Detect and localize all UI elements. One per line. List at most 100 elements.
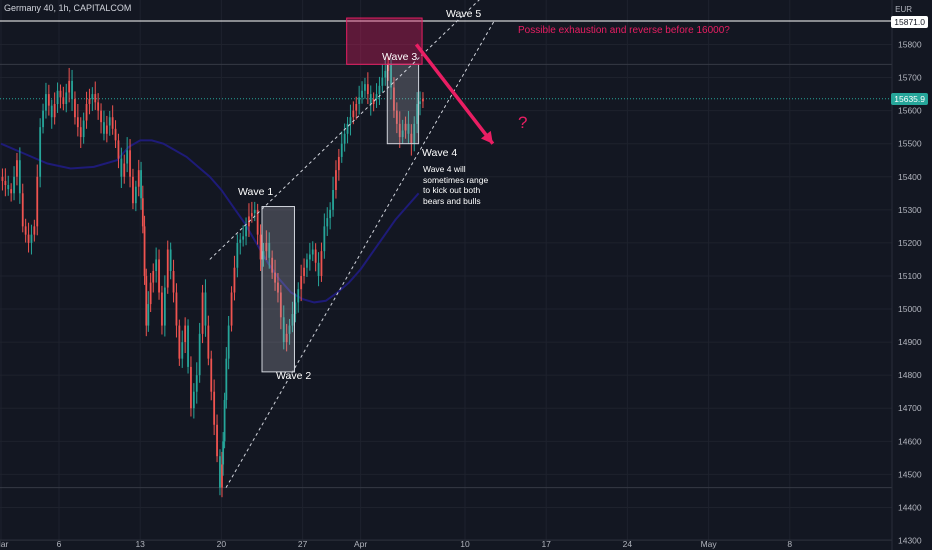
last-price-tag: 15635.9 — [891, 93, 928, 105]
candle-body — [59, 90, 62, 98]
candle-body — [219, 456, 221, 488]
candle-body — [335, 170, 337, 190]
candle-body — [192, 391, 195, 409]
candle-body — [129, 150, 131, 177]
candle-body — [62, 97, 65, 105]
resistance-price-tag: 15871.0 — [891, 16, 928, 28]
candle-body — [149, 282, 152, 305]
candle-body — [143, 226, 146, 276]
candle-body — [82, 120, 85, 138]
candle-body — [166, 249, 169, 288]
candle-body — [74, 99, 76, 118]
candle-body — [223, 399, 226, 442]
candle-body — [230, 292, 233, 326]
candle-body — [282, 317, 285, 343]
x-tick-label: 6 — [57, 539, 62, 549]
candle-body — [213, 391, 216, 425]
candle-body — [1, 176, 4, 181]
candle-body — [369, 94, 372, 105]
candle-body — [285, 333, 288, 343]
candle-body — [39, 127, 42, 177]
candle-body — [126, 150, 129, 164]
y-tick-label: 14400 — [898, 502, 922, 512]
x-tick-label: 24 — [623, 539, 633, 549]
candle-body — [21, 193, 24, 227]
candle-body — [329, 209, 332, 219]
candle-body — [340, 143, 343, 157]
candle-body — [256, 209, 259, 235]
candle-body — [361, 90, 363, 98]
candle-body — [108, 117, 111, 126]
candle-body — [204, 292, 207, 326]
candle-body — [416, 104, 419, 124]
projection-arrow-head — [480, 130, 493, 144]
exhaustion-note: Possible exhaustion and reverse before 1… — [518, 25, 730, 36]
candle-body — [47, 94, 50, 106]
candle-body — [274, 272, 276, 283]
candle-body — [384, 70, 387, 78]
symbol-title: Germany 40, 1h, CAPITALCOM — [4, 3, 132, 13]
candle-body — [343, 133, 346, 144]
candle-body — [13, 176, 15, 194]
candle-body — [288, 325, 291, 334]
y-tick-label: 14300 — [898, 536, 922, 546]
question-mark: ? — [518, 113, 528, 132]
candle-body — [195, 375, 198, 392]
y-tick-label: 15700 — [898, 73, 922, 83]
candle-body — [233, 267, 236, 293]
candle-body — [346, 123, 349, 134]
candle-body — [407, 123, 410, 134]
candle-body — [221, 464, 223, 488]
y-tick-label: 15300 — [898, 205, 922, 215]
candle-body — [111, 117, 114, 129]
candle-body — [76, 117, 79, 128]
wave-box — [386, 63, 420, 145]
candle-body — [306, 259, 308, 268]
candle-body — [137, 170, 140, 187]
x-tick-label: 27 — [298, 539, 308, 549]
y-tick-label: 15800 — [898, 39, 922, 49]
candle-body — [187, 325, 189, 367]
candle-body — [91, 94, 94, 100]
candle-body — [323, 226, 326, 252]
candle-body — [314, 249, 317, 263]
candle-body — [410, 133, 413, 144]
candle-body — [198, 333, 201, 376]
wave3-label: Wave 3 — [382, 51, 418, 63]
candle-body — [387, 64, 390, 71]
candle-body — [250, 213, 253, 217]
candle-body — [152, 271, 155, 283]
candle-body — [175, 292, 178, 326]
x-tick-label: 10 — [460, 539, 470, 549]
candle-body — [169, 249, 172, 272]
y-tick-label: 15100 — [898, 271, 922, 281]
candle-body — [71, 80, 73, 100]
candle-body — [375, 94, 378, 100]
candle-body — [50, 105, 53, 118]
candle-body — [395, 110, 398, 124]
candle-body — [132, 176, 134, 204]
candle-body — [155, 259, 158, 272]
candle-body — [210, 358, 213, 392]
candle-body — [317, 262, 320, 276]
candle-body — [419, 101, 421, 105]
candle-body — [4, 180, 7, 186]
candle-body — [381, 77, 384, 86]
candle-body — [366, 84, 369, 95]
candle-body — [242, 236, 245, 240]
candle-body — [184, 325, 187, 343]
x-tick-label: 8 — [787, 539, 792, 549]
y-tick-label: 15200 — [898, 238, 922, 248]
candle-body — [265, 242, 268, 252]
candle-body — [332, 189, 334, 210]
wave4-label: Wave 4 — [422, 147, 458, 159]
candle-body — [103, 122, 105, 134]
candle-body — [163, 287, 166, 326]
candle-body — [190, 366, 192, 409]
candle-body — [378, 85, 381, 95]
candle-body — [18, 160, 21, 194]
candle-body — [140, 170, 142, 199]
candle-body — [225, 358, 228, 400]
